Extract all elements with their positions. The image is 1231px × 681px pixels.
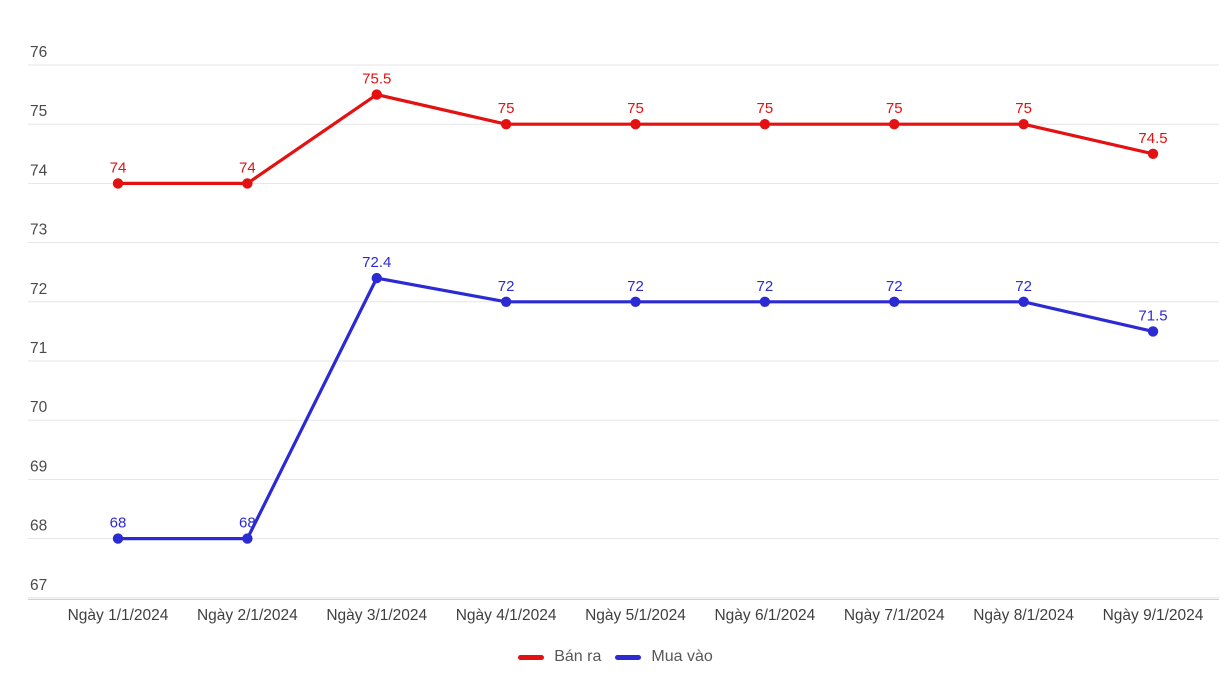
data-point-label: 72 [886,278,903,295]
data-point[interactable] [1147,148,1159,159]
data-point-label: 74.5 [1138,130,1167,147]
legend-swatch-mua-vao-icon [615,654,642,660]
data-point[interactable] [889,119,900,130]
legend-swatch-ban-ra-icon [518,654,545,660]
data-point-label: 74 [110,159,127,176]
data-point[interactable] [371,272,382,284]
y-tick-label-70: 70 [30,399,48,416]
data-point-label: 75 [498,100,515,117]
data-point[interactable] [630,296,641,307]
data-point[interactable] [112,533,124,544]
data-point-label: 75.5 [362,71,391,88]
data-point[interactable] [889,296,900,307]
y-tick-label-75: 75 [30,103,47,120]
y-tick-label-74: 74 [30,162,48,179]
data-point-label: 75 [627,100,644,117]
legend-item-ban-ra[interactable]: Bán ra [518,648,601,666]
data-point[interactable] [630,119,641,130]
x-tick-label-8: Ngày 8/1/2024 [973,607,1074,624]
data-point-label: 72 [498,278,515,295]
x-tick-label-9: Ngày 9/1/2024 [1103,607,1204,624]
data-point-label: 72 [757,278,774,295]
y-tick-label-72: 72 [30,281,47,298]
y-tick-label-68: 68 [30,518,47,535]
legend-item-mua-vao[interactable]: Mua vào [615,648,713,666]
data-point-label: 68 [110,515,127,532]
y-tick-label-71: 71 [30,340,47,357]
data-point[interactable] [759,119,771,130]
data-point-label: 75 [1015,100,1032,117]
data-point-label: 71.5 [1138,307,1167,324]
y-tick-label-76: 76 [30,44,47,61]
legend-label-ban-ra: Bán ra [554,648,602,665]
x-tick-label-6: Ngày 6/1/2024 [714,607,815,624]
data-point[interactable] [500,296,512,307]
y-tick-label-73: 73 [30,222,47,239]
data-point-label: 72.4 [362,254,391,271]
x-tick-label-3: Ngày 3/1/2024 [326,607,427,624]
data-point[interactable] [759,296,771,307]
data-point-label: 75 [757,100,774,117]
y-tick-label-69: 69 [30,458,47,475]
series-line-1 [116,276,1155,541]
data-point[interactable] [500,119,512,130]
x-tick-label-1: Ngày 1/1/2024 [68,607,169,624]
data-point[interactable] [1147,326,1159,337]
plot-area: 76 75 74 73 72 71 70 69 68 67 Ngày 1/1/2024 Ngày 2/… [28,44,1219,624]
chart-legend: Bán ra Mua vào [0,648,1231,666]
data-point[interactable] [242,533,253,544]
data-point[interactable] [242,178,253,189]
data-point[interactable] [1018,119,1029,130]
x-tick-label-4: Ngày 4/1/2024 [456,607,557,624]
x-tick-label-2: Ngày 2/1/2024 [197,607,298,624]
data-point[interactable] [112,178,124,189]
data-point-label: 74 [239,159,256,176]
legend-label-mua-vao: Mua vào [651,648,713,665]
x-tick-label-7: Ngày 7/1/2024 [844,607,945,624]
data-point-label: 72 [1015,278,1032,295]
data-point[interactable] [371,89,382,100]
y-tick-label-67: 67 [30,577,47,594]
x-tick-label-5: Ngày 5/1/2024 [585,607,686,624]
data-point-label: 68 [239,515,256,532]
data-point[interactable] [1018,296,1029,307]
data-point-label: 75 [886,100,903,117]
data-point-label: 72 [627,278,644,295]
